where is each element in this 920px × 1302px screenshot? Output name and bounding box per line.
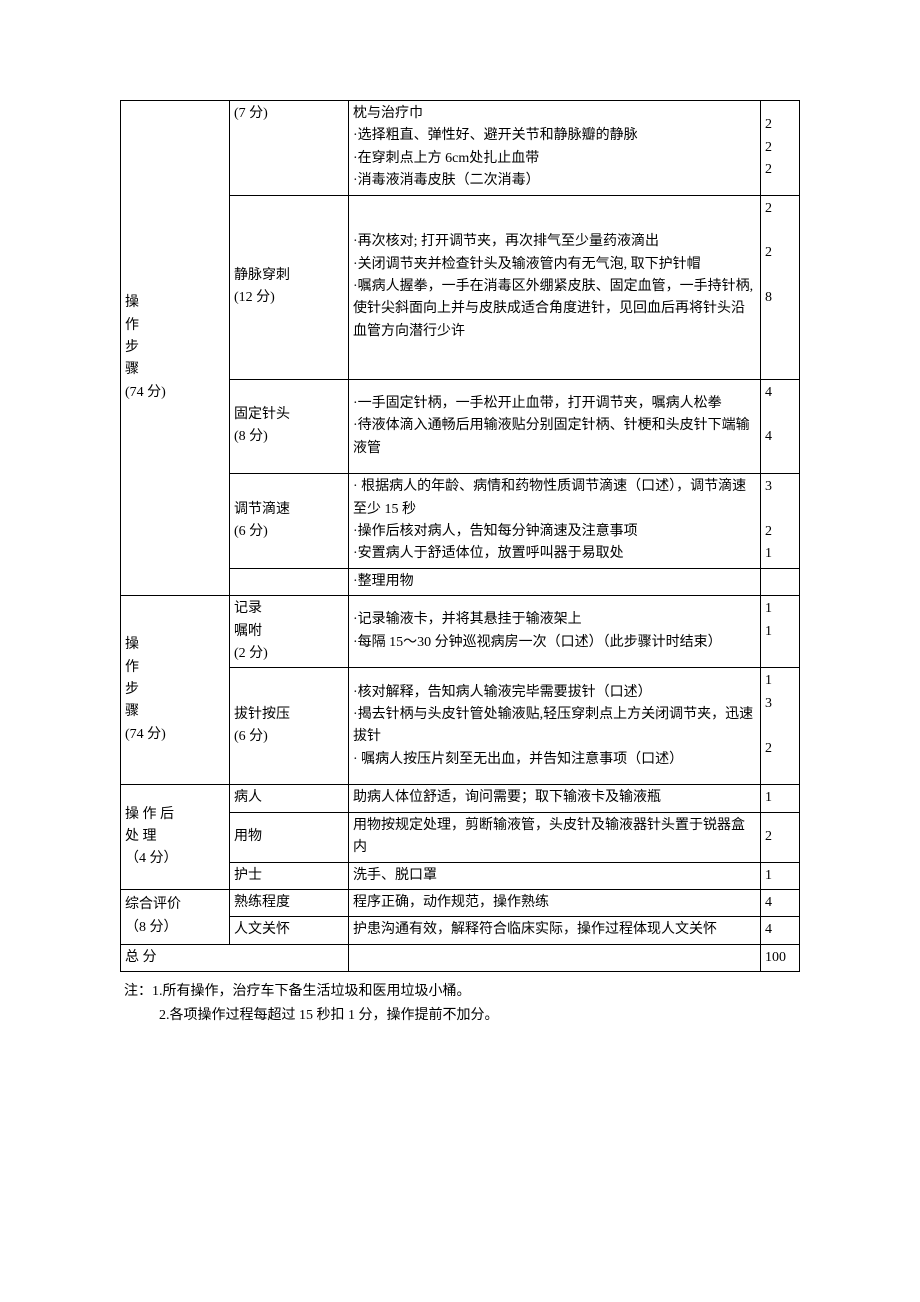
- subsection-label: 熟练程度: [230, 889, 349, 916]
- table-row: ·安置病人于舒适体位，放置呼叫器于易取处: [353, 543, 756, 565]
- table-row: · 嘱病人按压片刻至无出血，并告知注意事项（口述）: [353, 749, 756, 771]
- subsection-label: 护士: [230, 862, 349, 889]
- table-row: 枕与治疗巾: [353, 103, 756, 125]
- table-row: ·揭去针柄与头皮针管处输液贴,轻压穿刺点上方关闭调节夹，迅速拔针: [353, 704, 756, 749]
- subsection-label: 病人: [230, 785, 349, 812]
- table-row: ·核对解释，告知病人输液完毕需要拔针（口述）: [353, 682, 756, 704]
- subsection-content: ·再次核对; 打开调节夹，再次排气至少量药液滴出 ·关闭调节夹并检查针头及输液管…: [349, 195, 761, 379]
- subsection-content: 用物按规定处理，剪断输液管，头皮针及输液器针头置于锐器盒内: [349, 812, 761, 862]
- subsection-content: 洗手、脱口罩: [349, 862, 761, 889]
- subsection-content: ·核对解释，告知病人输液完毕需要拔针（口述） ·揭去针柄与头皮针管处输液贴,轻压…: [349, 668, 761, 785]
- subsection-scores: 1 3 2: [761, 668, 800, 785]
- subsection-label: 调节滴速 (6 分): [230, 474, 349, 569]
- subsection-scores: [761, 568, 800, 595]
- note-line-2: 2.各项操作过程每超过 15 秒扣 1 分，操作提前不加分。: [124, 1004, 800, 1028]
- subsection-content: ·一手固定针柄，一手松开止血带，打开调节夹，嘱病人松拳 ·待液体滴入通畅后用输液…: [349, 379, 761, 474]
- table-row: ·关闭调节夹并检查针头及输液管内有无气泡, 取下护针帽: [353, 254, 756, 276]
- subsection-label: 静脉穿刺 (12 分): [230, 195, 349, 379]
- table-row: ·在穿刺点上方 6cm处扎止血带: [353, 148, 756, 170]
- table-row: ·整理用物: [353, 571, 756, 593]
- subsection-label: 拔针按压 (6 分): [230, 668, 349, 785]
- subsection-scores: 1: [761, 862, 800, 889]
- subsection-content: 助病人体位舒适，询问需要；取下输液卡及输液瓶: [349, 785, 761, 812]
- total-score: 100: [761, 944, 800, 971]
- subsection-label: (7 分): [230, 101, 349, 196]
- section-label-eval: 综合评价 （8 分）: [121, 889, 230, 944]
- note-line-1: 注：1.所有操作，治疗车下备生活垃圾和医用垃圾小桶。: [124, 980, 800, 1004]
- subsection-scores: 4: [761, 917, 800, 944]
- subsection-scores: 4: [761, 889, 800, 916]
- subsection-content: · 根据病人的年龄、病情和药物性质调节滴速（口述），调节滴速至少 15 秒 ·操…: [349, 474, 761, 569]
- section-label-post: 操 作 后 处 理 （4 分）: [121, 785, 230, 890]
- table-row: · 根据病人的年龄、病情和药物性质调节滴速（口述），调节滴速至少 15 秒: [353, 476, 756, 521]
- table-row: ·嘱病人握拳，一手在消毒区外绷紧皮肤、固定血管，一手持针柄, 使针尖斜面向上并与…: [353, 276, 756, 343]
- subsection-content: 程序正确，动作规范，操作熟练: [349, 889, 761, 916]
- table-row: ·记录输液卡，并将其悬挂于输液架上: [353, 609, 756, 631]
- subsection-label: 记录 嘱咐 (2 分): [230, 596, 349, 668]
- table-row: ·待液体滴入通畅后用输液贴分别固定针柄、针梗和头皮针下端输液管: [353, 415, 756, 460]
- subsection-scores: 2 2 2: [761, 101, 800, 196]
- subsection-scores: 3 2 1: [761, 474, 800, 569]
- subsection-content: 护患沟通有效，解释符合临床实际，操作过程体现人文关怀: [349, 917, 761, 944]
- total-empty: [349, 944, 761, 971]
- subsection-label: 固定针头 (8 分): [230, 379, 349, 474]
- subsection-scores: 2 2 8: [761, 195, 800, 379]
- section-label-ops-2: 操 作 步 骤 (74 分): [121, 596, 230, 785]
- subsection-label: [230, 568, 349, 595]
- table-row: ·再次核对; 打开调节夹，再次排气至少量药液滴出: [353, 231, 756, 253]
- subsection-scores: 4 4: [761, 379, 800, 474]
- subsection-label: 用物: [230, 812, 349, 862]
- table-row: ·一手固定针柄，一手松开止血带，打开调节夹，嘱病人松拳: [353, 393, 756, 415]
- table-row: ·选择粗直、弹性好、避开关节和静脉瓣的静脉: [353, 125, 756, 147]
- table-row: ·操作后核对病人，告知每分钟滴速及注意事项: [353, 521, 756, 543]
- subsection-scores: 1 1: [761, 596, 800, 668]
- subsection-scores: 2: [761, 812, 800, 862]
- table-row: ·每隔 15～30 分钟巡视病房一次（口述）（此步骤计时结束）: [353, 632, 756, 654]
- subsection-scores: 1: [761, 785, 800, 812]
- notes: 注：1.所有操作，治疗车下备生活垃圾和医用垃圾小桶。 2.各项操作过程每超过 1…: [120, 980, 800, 1028]
- scoring-table: 操 作 步 骤 (74 分) (7 分) 枕与治疗巾 ·选择粗直、弹性好、避开关…: [120, 100, 800, 972]
- subsection-label: 人文关怀: [230, 917, 349, 944]
- subsection-content: ·整理用物: [349, 568, 761, 595]
- total-label: 总 分: [121, 944, 349, 971]
- subsection-content: 枕与治疗巾 ·选择粗直、弹性好、避开关节和静脉瓣的静脉 ·在穿刺点上方 6cm处…: [349, 101, 761, 196]
- table-row: ·消毒液消毒皮肤（二次消毒）: [353, 170, 756, 192]
- section-label-ops-1: 操 作 步 骤 (74 分): [121, 101, 230, 596]
- subsection-content: ·记录输液卡，并将其悬挂于输液架上 ·每隔 15～30 分钟巡视病房一次（口述）…: [349, 596, 761, 668]
